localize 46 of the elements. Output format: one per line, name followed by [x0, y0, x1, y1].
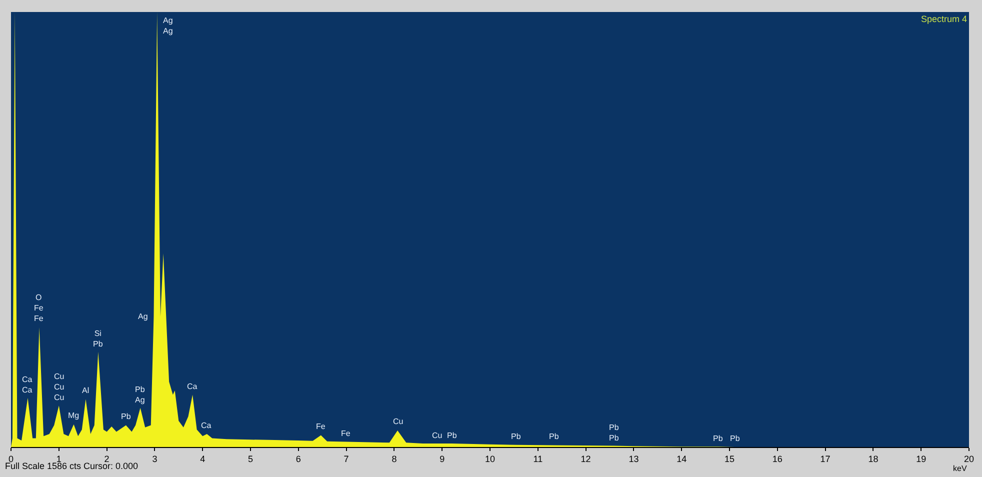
x-tick-label: 7 [344, 454, 349, 464]
x-tick-label: 15 [724, 454, 735, 464]
x-tick-label: 18 [868, 454, 878, 464]
annotation: Fe [316, 422, 326, 431]
x-tick-label: 2 [104, 454, 110, 464]
annotation: Fe [341, 429, 351, 438]
annotation: Spectrum 4 [921, 14, 968, 24]
annotation: Ca [201, 421, 212, 430]
x-tick-label: 1 [56, 454, 62, 464]
x-tick-label: 12 [580, 454, 591, 464]
x-tick-label: 20 [964, 454, 974, 464]
annotation: Mg [68, 411, 80, 420]
annotation: Pb Pb [609, 423, 620, 442]
x-tick-label: 16 [772, 454, 782, 464]
annotation: Cu [432, 431, 442, 440]
x-tick-label: 0 [8, 454, 14, 464]
annotation: Pb [730, 434, 740, 443]
text: Full Scale 1586 cts Cursor: 0.000 [5, 461, 138, 471]
x-tick-label: 14 [676, 454, 687, 464]
annotation: Pb [447, 431, 458, 440]
x-tick-label: 3 [152, 454, 158, 464]
x-tick-label: 9 [440, 454, 445, 464]
x-tick-label: 13 [628, 454, 639, 464]
annotation: Cu Cu Cu [54, 372, 64, 402]
annotation: Cu [393, 417, 404, 426]
annotation: Ca Ca [22, 375, 33, 394]
annotation: Al [82, 386, 90, 395]
annotation: Ag [138, 312, 148, 321]
x-tick-label: 5 [248, 454, 254, 464]
x-tick-label: 6 [296, 454, 301, 464]
annotation: O Fe Fe [34, 293, 44, 323]
annotation: Pb [121, 412, 132, 421]
annotation: Pb [713, 434, 724, 443]
annotation: Pb Ag [135, 385, 146, 404]
x-tick-label: 11 [533, 454, 543, 464]
x-tick-label: 10 [484, 454, 496, 464]
annotation: Ca [187, 382, 198, 391]
x-tick-label: 17 [820, 454, 830, 464]
annotation: Si Pb [93, 329, 104, 348]
x-tick-label: 4 [200, 454, 206, 464]
x-tick-label: 19 [916, 454, 926, 464]
x-axis-title: keV [953, 464, 968, 473]
x-tick-label: 8 [392, 454, 397, 464]
annotation: Ag Ag [163, 16, 173, 36]
annotation: Pb [549, 432, 560, 441]
annotation: Pb [511, 432, 522, 441]
